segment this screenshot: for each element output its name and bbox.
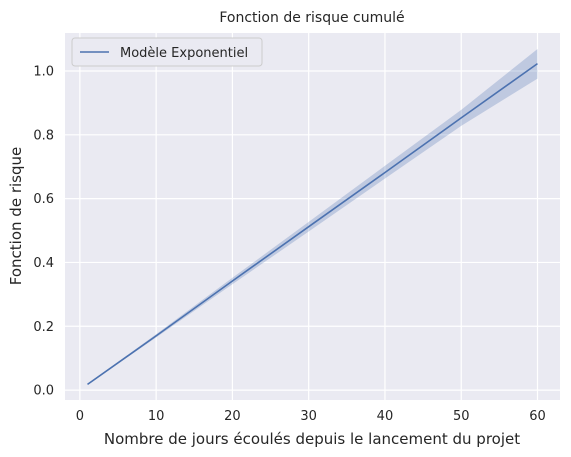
chart-title: Fonction de risque cumulé — [219, 10, 404, 26]
y-tick-label: 0.6 — [33, 192, 54, 207]
x-tick-label: 60 — [529, 409, 546, 424]
y-axis-ticks: 0.0 0.2 0.4 0.6 0.8 1.0 — [33, 64, 54, 398]
y-tick-label: 0.8 — [33, 128, 54, 143]
legend-box — [71, 37, 263, 67]
x-tick-label: 30 — [300, 409, 317, 424]
grid — [65, 33, 560, 400]
x-tick-label: 20 — [224, 409, 241, 424]
series-line-layer — [87, 62, 538, 386]
y-tick-label: 0.4 — [33, 256, 54, 271]
y-tick-label: 0.2 — [33, 320, 54, 335]
x-tick-label: 50 — [453, 409, 470, 424]
x-axis-label: Nombre de jours écoulés depuis le lancem… — [104, 430, 520, 448]
y-tick-label: 1.0 — [33, 64, 54, 79]
legend-label: Modèle Exponentiel — [120, 46, 248, 61]
series-line — [87, 62, 538, 386]
y-tick-label: 0.0 — [33, 384, 54, 399]
x-axis-ticks: 0 10 20 30 40 50 60 — [76, 409, 546, 424]
x-tick-label: 0 — [76, 409, 84, 424]
x-tick-label: 10 — [148, 409, 165, 424]
legend: Modèle Exponentiel — [71, 37, 263, 67]
plot-background — [65, 33, 560, 400]
x-tick-label: 40 — [377, 409, 394, 424]
y-axis-label: Fonction de risque — [7, 147, 25, 285]
